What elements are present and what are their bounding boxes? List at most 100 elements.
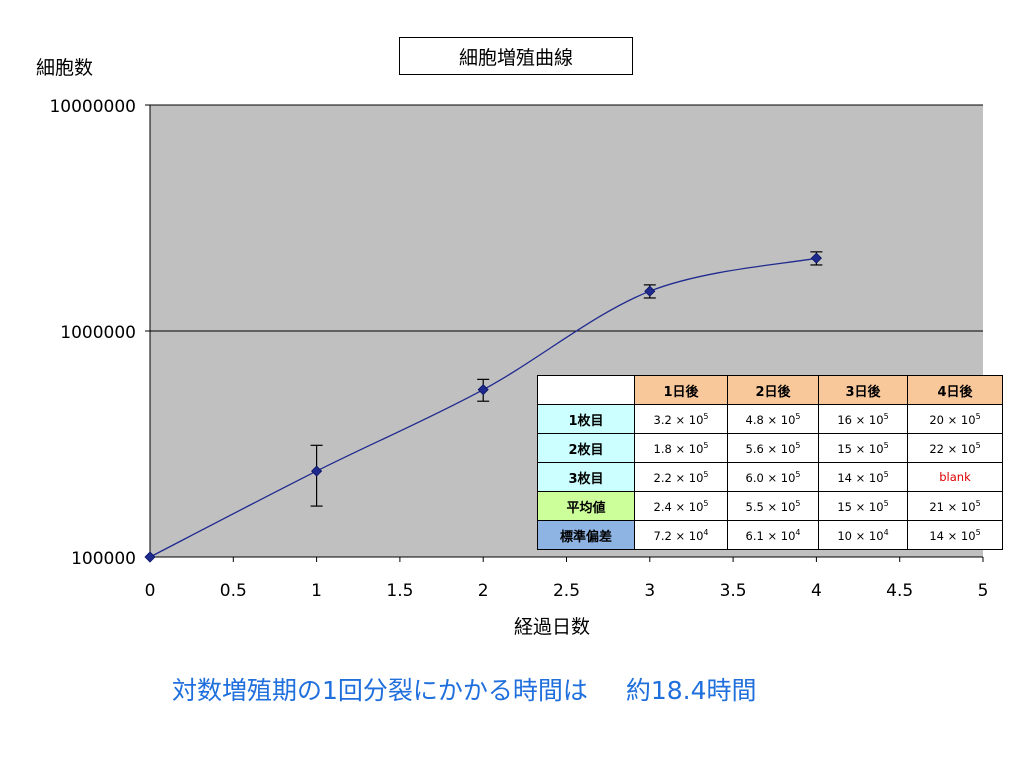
table-cell: 15 × 105 (818, 433, 908, 463)
table-cell: 21 × 105 (907, 491, 1003, 521)
cell-exponent: 5 (703, 469, 709, 479)
table-row: 2枚目 1.8 × 105 5.6 × 105 15 × 105 22 × 105 (537, 433, 1003, 463)
table-cell: 14 × 105 (818, 462, 908, 492)
cell-value: 5.6 × 10 (745, 441, 796, 456)
y-tick-label: 100000 (71, 549, 136, 569)
cell-exponent: 5 (883, 440, 889, 450)
table-cell: 16 × 105 (818, 404, 908, 434)
table-cell: 2.2 × 105 (634, 462, 728, 492)
y-tick-label: 10000000 (49, 97, 136, 117)
cell-exponent: 5 (883, 411, 889, 421)
cell-value: 6.0 × 10 (745, 470, 796, 485)
cell-exponent: 5 (975, 440, 981, 450)
table-header-day4: 4日後 (907, 375, 1003, 405)
cell-exponent: 5 (703, 498, 709, 508)
conclusion-value: 約18.4時間 (625, 676, 757, 705)
table-corner-cell (537, 375, 635, 405)
cell-value: 10 × 10 (837, 528, 884, 543)
cell-value: 1.8 × 10 (653, 441, 704, 456)
data-point (144, 551, 156, 563)
y-axis-label: 細胞数 (36, 57, 94, 79)
cell-exponent: 5 (703, 440, 709, 450)
cell-value: 14 × 10 (929, 528, 976, 543)
cell-value: 7.2 × 10 (653, 528, 704, 543)
x-tick-label: 3 (644, 581, 655, 601)
x-axis-label: 経過日数 (514, 616, 591, 638)
data-point (810, 252, 822, 264)
table-cell: 7.2 × 104 (634, 520, 728, 550)
chart-title: 細胞増殖曲線 (399, 37, 633, 75)
x-tick-label: 4 (811, 581, 822, 601)
table-cell: 5.5 × 105 (727, 491, 819, 521)
table-row: 平均値 2.4 × 105 5.5 × 105 15 × 105 21 × 105 (537, 491, 1003, 521)
table-header-day3: 3日後 (818, 375, 908, 405)
cell-exponent: 5 (883, 498, 889, 508)
table-cell: 14 × 105 (907, 520, 1003, 550)
cell-value: 22 × 10 (929, 441, 976, 456)
table-row-label: 平均値 (537, 491, 635, 521)
x-tick-label: 4.5 (886, 581, 913, 601)
data-point (477, 384, 489, 396)
cell-exponent: 5 (703, 411, 709, 421)
table-cell: 1.8 × 105 (634, 433, 728, 463)
x-tick-label: 2 (478, 581, 489, 601)
table-row-label: 3枚目 (537, 462, 635, 492)
table-cell: 22 × 105 (907, 433, 1003, 463)
cell-exponent: 4 (795, 527, 801, 537)
table-cell: 3.2 × 105 (634, 404, 728, 434)
table-row: 1枚目 3.2 × 105 4.8 × 105 16 × 105 20 × 105 (537, 404, 1003, 434)
table-row: 標準偏差 7.2 × 104 6.1 × 104 10 × 104 14 × 105 (537, 520, 1003, 550)
cell-exponent: 5 (795, 498, 801, 508)
table-cell: blank (907, 462, 1003, 492)
table-cell: 6.0 × 105 (727, 462, 819, 492)
cell-value: 2.2 × 10 (653, 470, 704, 485)
table-cell: 4.8 × 105 (727, 404, 819, 434)
cell-value: 15 × 10 (837, 499, 884, 514)
cell-exponent: 4 (703, 527, 709, 537)
table-row-label: 標準偏差 (537, 520, 635, 550)
cell-value: 21 × 10 (929, 499, 976, 514)
table-cell: 10 × 104 (818, 520, 908, 550)
table-cell: 20 × 105 (907, 404, 1003, 434)
x-tick-label: 1 (311, 581, 322, 601)
cell-value: 3.2 × 10 (653, 412, 704, 427)
cell-count-table: 1日後 2日後 3日後 4日後 1枚目 3.2 × 105 4.8 × 105 16 … (537, 375, 1003, 550)
cell-value: 15 × 10 (837, 441, 884, 456)
cell-exponent: 5 (883, 469, 889, 479)
cell-value: 2.4 × 10 (653, 499, 704, 514)
cell-exponent: 5 (975, 498, 981, 508)
cell-value: blank (939, 470, 971, 484)
cell-value: 14 × 10 (837, 470, 884, 485)
table-header-day2: 2日後 (727, 375, 819, 405)
x-tick-label: 3.5 (720, 581, 747, 601)
x-tick-label: 2.5 (553, 581, 580, 601)
cell-exponent: 5 (795, 440, 801, 450)
table-row: 3枚目 2.2 × 105 6.0 × 105 14 × 105 blank (537, 462, 1003, 492)
table-row-label: 1枚目 (537, 404, 635, 434)
cell-exponent: 5 (795, 411, 801, 421)
x-tick-label: 5 (978, 581, 989, 601)
cell-exponent: 4 (883, 527, 889, 537)
y-tick-label: 1000000 (60, 323, 136, 343)
table-cell: 15 × 105 (818, 491, 908, 521)
conclusion-text: 対数増殖期の1回分裂にかかる時間は (172, 676, 588, 705)
cell-value: 4.8 × 10 (745, 412, 796, 427)
cell-value: 20 × 10 (929, 412, 976, 427)
cell-value: 6.1 × 10 (745, 528, 796, 543)
cell-value: 16 × 10 (837, 412, 884, 427)
cell-exponent: 5 (795, 469, 801, 479)
table-cell: 5.6 × 105 (727, 433, 819, 463)
table-cell: 2.4 × 105 (634, 491, 728, 521)
x-tick-label: 0 (145, 581, 156, 601)
data-point (644, 285, 656, 297)
cell-exponent: 5 (975, 411, 981, 421)
x-tick-label: 1.5 (386, 581, 413, 601)
cell-exponent: 5 (975, 527, 981, 537)
x-tick-label: 0.5 (220, 581, 247, 601)
doubling-time-conclusion: 対数増殖期の1回分裂にかかる時間は 約18.4時間 (172, 671, 757, 707)
table-cell: 6.1 × 104 (727, 520, 819, 550)
table-header-day1: 1日後 (634, 375, 728, 405)
cell-value: 5.5 × 10 (745, 499, 796, 514)
table-row-label: 2枚目 (537, 433, 635, 463)
table-header-row: 1日後 2日後 3日後 4日後 (537, 375, 1003, 405)
